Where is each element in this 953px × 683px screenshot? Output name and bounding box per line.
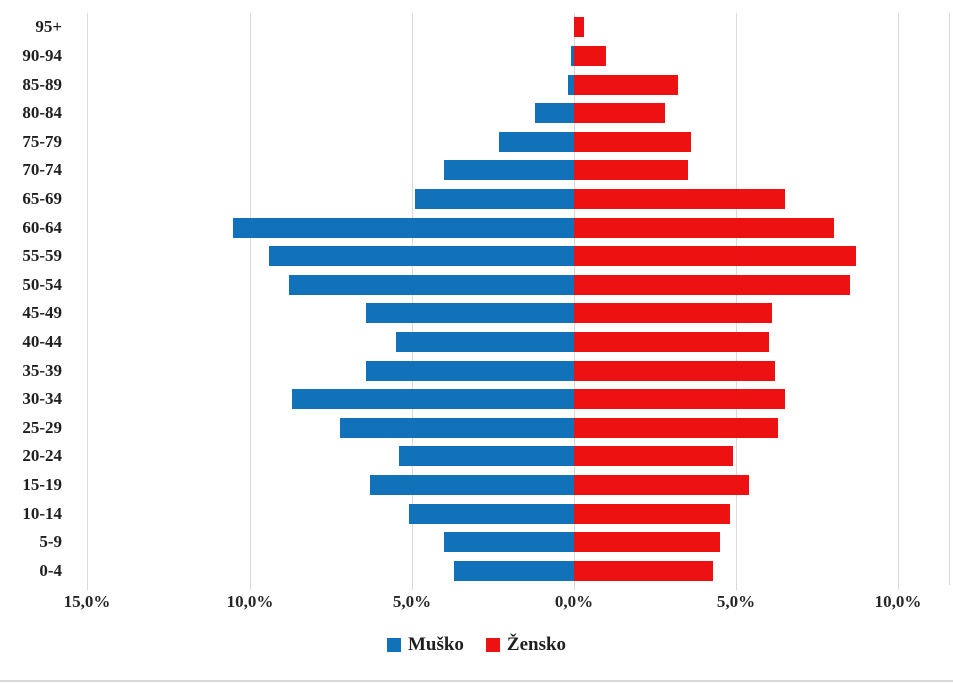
bar-female-95+ [574, 17, 584, 37]
bar-female-70-74 [574, 160, 688, 180]
bar-female-35-39 [574, 361, 775, 381]
bar-male-35-39 [366, 361, 574, 381]
age-group-label: 55-59 [22, 246, 62, 265]
bar-female-15-19 [574, 475, 749, 495]
bar-female-0-4 [574, 561, 713, 581]
bar-male-75-79 [499, 132, 574, 152]
age-group-label: 35-39 [22, 361, 62, 380]
age-group-label: 85-89 [22, 75, 62, 94]
bar-male-5-9 [444, 532, 574, 552]
age-group-label: 60-64 [22, 218, 62, 237]
age-group-label: 75-79 [22, 132, 62, 151]
age-group-label: 10-14 [22, 504, 62, 523]
bar-female-85-89 [574, 75, 678, 95]
bar-female-30-34 [574, 389, 785, 409]
x-axis-tick-label: 10,0% [226, 592, 274, 611]
chart-bottom-border [0, 680, 953, 682]
age-group-label: 95+ [35, 17, 62, 36]
gridline [574, 13, 575, 590]
bar-female-5-9 [574, 532, 720, 552]
x-axis-tick-label: 15,0% [63, 592, 111, 611]
male-legend-label: Muško [407, 634, 464, 655]
x-axis-tick-label: 5,0% [716, 592, 756, 611]
plot-right-border [949, 13, 950, 585]
gridline [898, 13, 899, 590]
gridline [250, 13, 251, 590]
age-group-label: 15-19 [22, 475, 62, 494]
bar-female-90-94 [574, 46, 606, 66]
legend-item-female: Žensko [485, 634, 567, 656]
female-legend-swatch-icon [485, 638, 500, 652]
chart-legend: Muško Žensko [0, 634, 953, 656]
bar-female-55-59 [574, 246, 856, 266]
bar-male-15-19 [370, 475, 574, 495]
age-group-label: 20-24 [22, 446, 62, 465]
bar-male-90-94 [571, 46, 574, 66]
bar-male-85-89 [568, 75, 574, 95]
gridline [412, 13, 413, 590]
gridline [736, 13, 737, 590]
bar-female-20-24 [574, 446, 733, 466]
bar-male-50-54 [289, 275, 574, 295]
age-group-label: 40-44 [22, 332, 62, 351]
age-group-label: 25-29 [22, 418, 62, 437]
bar-female-45-49 [574, 303, 772, 323]
bar-male-65-69 [415, 189, 574, 209]
legend-item-male: Muško [386, 634, 464, 656]
bar-male-70-74 [444, 160, 574, 180]
bar-female-60-64 [574, 218, 834, 238]
bar-male-30-34 [292, 389, 574, 409]
bar-male-0-4 [454, 561, 574, 581]
bar-female-25-29 [574, 418, 778, 438]
x-axis-tick-label: 5,0% [392, 592, 432, 611]
x-axis-tick-label: 10,0% [874, 592, 922, 611]
age-group-label: 65-69 [22, 189, 62, 208]
bar-male-20-24 [399, 446, 574, 466]
female-legend-label: Žensko [506, 634, 567, 655]
bar-male-55-59 [269, 246, 574, 266]
age-group-label: 0-4 [39, 561, 62, 580]
age-group-label: 90-94 [22, 46, 62, 65]
bar-female-10-14 [574, 504, 730, 524]
bar-female-40-44 [574, 332, 769, 352]
age-group-label: 5-9 [39, 532, 62, 551]
bar-female-50-54 [574, 275, 850, 295]
bar-male-40-44 [396, 332, 574, 352]
age-group-label: 80-84 [22, 103, 62, 122]
age-group-label: 70-74 [22, 160, 62, 179]
bar-male-10-14 [409, 504, 574, 524]
male-legend-swatch-icon [386, 638, 401, 652]
bar-female-80-84 [574, 103, 665, 123]
bar-female-75-79 [574, 132, 691, 152]
bar-female-65-69 [574, 189, 785, 209]
bar-male-45-49 [366, 303, 574, 323]
age-group-label: 50-54 [22, 275, 62, 294]
bar-male-80-84 [535, 103, 574, 123]
bar-male-60-64 [233, 218, 574, 238]
bar-male-25-29 [340, 418, 574, 438]
x-axis-tick-label: 0,0% [554, 592, 594, 611]
age-group-label: 30-34 [22, 389, 62, 408]
age-group-label: 45-49 [22, 303, 62, 322]
gridline [87, 13, 88, 590]
